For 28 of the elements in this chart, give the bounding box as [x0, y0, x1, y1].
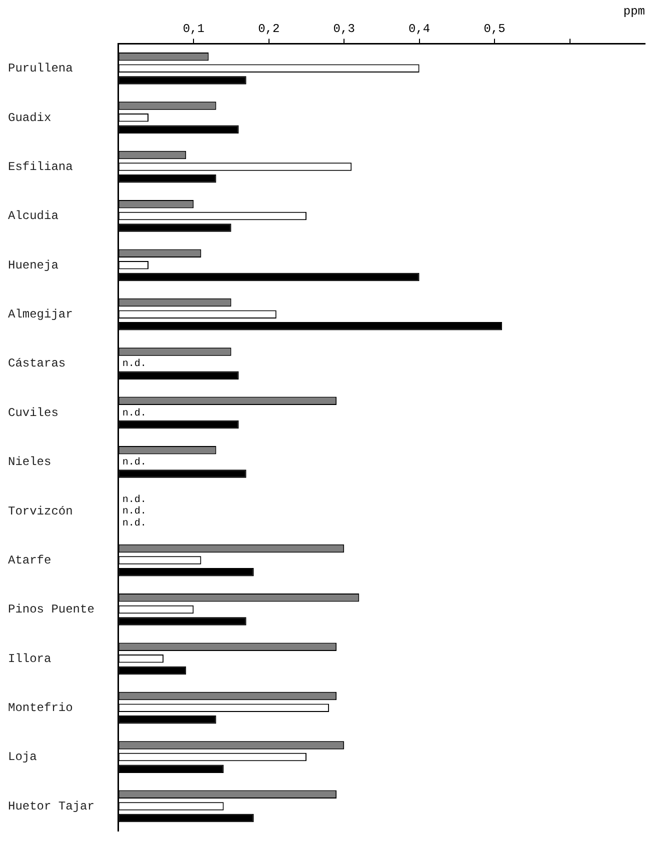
x-axis-title: ppm	[623, 4, 645, 18]
text: n.d.	[122, 458, 146, 469]
y-tick-label: Guadix	[8, 110, 52, 125]
x-tick-label: 0,3	[333, 22, 355, 36]
y-tick-label: Illora	[8, 652, 52, 666]
text: n.d.	[122, 518, 146, 530]
y-tick-label: Montefrio	[8, 701, 73, 716]
text: n.d.	[122, 494, 146, 506]
y-tick-label: Cástaras	[8, 356, 66, 371]
y-tick-label: Hueneja	[8, 258, 58, 272]
x-tick-label: 0,2	[258, 22, 280, 36]
text: n.d.	[122, 359, 146, 370]
x-tick-label: 0,4	[408, 22, 430, 36]
text: n.d.	[122, 408, 146, 420]
y-tick-label: Atarfe	[8, 553, 52, 568]
y-tick-label: Loja	[8, 750, 37, 764]
y-tick-label: Nieles	[8, 455, 52, 470]
y-tick-label: Pinos Puente	[8, 602, 94, 617]
x-tick-label: 0,1	[182, 22, 204, 36]
y-tick-label: Torvizcón	[8, 504, 73, 518]
y-tick-label: Almegijar	[8, 308, 73, 322]
y-tick-label: Huetor Tajar	[8, 799, 94, 814]
y-tick-label: Cuviles	[8, 406, 58, 420]
y-tick-label: Alcudia	[8, 209, 58, 224]
y-tick-label: Purullena	[8, 62, 73, 76]
x-tick-label: 0,5	[484, 22, 506, 36]
y-tick-label: Esfiliana	[8, 160, 73, 174]
text: n.d.	[122, 506, 146, 518]
